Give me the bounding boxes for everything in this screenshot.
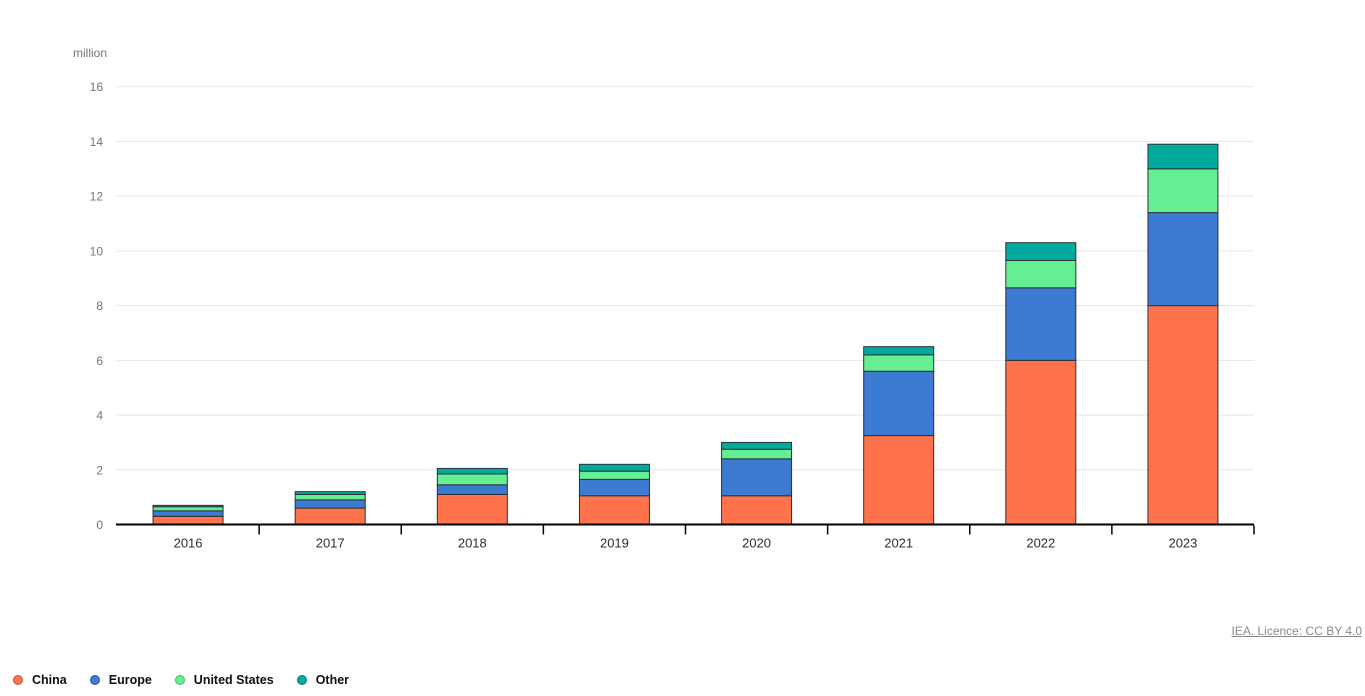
bar-segment-europe-2022[interactable] bbox=[1005, 287, 1077, 361]
bar-segment-united-states-2021[interactable] bbox=[863, 354, 935, 372]
x-tick-label: 2020 bbox=[742, 536, 771, 551]
legend-label-china: China bbox=[32, 673, 67, 687]
x-tick-label: 2022 bbox=[1026, 536, 1055, 551]
y-tick-label: 6 bbox=[96, 354, 103, 368]
bar-segment-china-2016[interactable] bbox=[152, 515, 224, 525]
legend-item-united-states[interactable]: United States bbox=[174, 673, 274, 687]
y-tick-label: 10 bbox=[90, 244, 104, 258]
bar-segment-other-2018[interactable] bbox=[436, 467, 508, 475]
bar-segment-united-states-2019[interactable] bbox=[578, 470, 650, 480]
bar-segment-europe-2019[interactable] bbox=[578, 478, 650, 497]
y-tick-label: 14 bbox=[90, 135, 104, 149]
y-tick-label: 0 bbox=[96, 518, 103, 532]
bar-segment-china-2021[interactable] bbox=[863, 435, 935, 525]
bar-segment-europe-2016[interactable] bbox=[152, 510, 224, 517]
x-tick-label: 2023 bbox=[1168, 536, 1197, 551]
bar-segment-united-states-2023[interactable] bbox=[1147, 168, 1219, 214]
bar-segment-europe-2017[interactable] bbox=[294, 499, 366, 509]
bar-segment-europe-2018[interactable] bbox=[436, 484, 508, 495]
bar-segment-united-states-2022[interactable] bbox=[1005, 259, 1077, 289]
bar-segment-other-2021[interactable] bbox=[863, 346, 935, 356]
bar-segment-china-2017[interactable] bbox=[294, 507, 366, 526]
bar-segment-europe-2021[interactable] bbox=[863, 370, 935, 437]
bar-segment-united-states-2016[interactable] bbox=[152, 506, 224, 512]
license-link[interactable]: IEA. Licence: CC BY 4.0 bbox=[1231, 624, 1362, 638]
legend-item-china[interactable]: China bbox=[13, 673, 67, 687]
x-tick-label: 2019 bbox=[600, 536, 629, 551]
chart-canvas: 0 2 4 6 8 10 12 14 16 2016 2017 2018 2019 2020 2021 202… bbox=[90, 80, 1255, 551]
bar-segment-china-2023[interactable] bbox=[1147, 305, 1219, 525]
legend-label-other: Other bbox=[315, 673, 350, 687]
x-tick-label: 2016 bbox=[174, 536, 203, 551]
y-tick-label: 16 bbox=[90, 80, 104, 94]
x-tick-label: 2017 bbox=[316, 536, 345, 551]
y-axis-unit-label: million bbox=[73, 46, 108, 60]
bar-segment-united-states-2017[interactable] bbox=[294, 493, 366, 501]
bar-segment-united-states-2020[interactable] bbox=[721, 448, 793, 460]
bar-segment-other-2023[interactable] bbox=[1147, 143, 1219, 170]
bar-segment-europe-2020[interactable] bbox=[721, 458, 793, 497]
bar-segment-china-2018[interactable] bbox=[436, 493, 508, 525]
legend-label-europe: Europe bbox=[108, 673, 152, 687]
x-tick-label: 2018 bbox=[458, 536, 487, 551]
bar-segment-other-2020[interactable] bbox=[721, 441, 793, 450]
bar-segment-other-2016[interactable] bbox=[152, 504, 224, 508]
bar-segment-other-2019[interactable] bbox=[578, 463, 650, 472]
legend-dot-icon-china bbox=[13, 675, 23, 685]
x-tick-label: 2021 bbox=[884, 536, 913, 551]
bar-segment-china-2022[interactable] bbox=[1005, 359, 1077, 525]
bar-segment-europe-2023[interactable] bbox=[1147, 212, 1219, 307]
legend-item-other[interactable]: Other bbox=[296, 673, 350, 687]
legend-dot-icon-united-states bbox=[174, 675, 185, 685]
legend-dot-icon-europe bbox=[89, 675, 100, 685]
y-tick-label: 12 bbox=[90, 190, 104, 204]
legend-dot-icon-other bbox=[296, 675, 307, 685]
legend: China Europe United States Other bbox=[13, 673, 349, 687]
legend-item-europe[interactable]: Europe bbox=[89, 673, 152, 687]
y-tick-label: 2 bbox=[96, 463, 103, 477]
bar-segment-china-2020[interactable] bbox=[721, 495, 793, 526]
y-tick-label: 4 bbox=[96, 409, 103, 423]
bar-segment-other-2017[interactable] bbox=[294, 491, 366, 495]
legend-label-united-states: United States bbox=[193, 673, 274, 687]
bar-segment-united-states-2018[interactable] bbox=[436, 473, 508, 486]
y-tick-label: 8 bbox=[96, 299, 103, 313]
bar-segment-other-2022[interactable] bbox=[1005, 242, 1077, 261]
bar-segment-china-2019[interactable] bbox=[578, 495, 650, 526]
